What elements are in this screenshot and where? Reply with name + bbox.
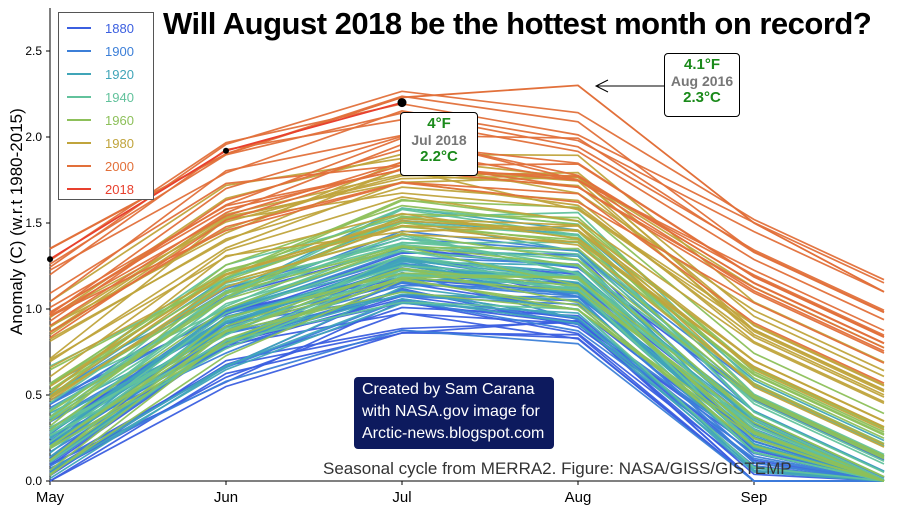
series-line-1960-1979 (49, 267, 885, 482)
series-lines (49, 84, 885, 482)
legend-swatch (67, 188, 91, 190)
y-tick-label: 1.5 (25, 216, 42, 230)
series-line-1960-1979 (49, 221, 885, 445)
legend-item-1880: 1880 (67, 18, 153, 38)
annotation-jul2018-fahrenheit: 4°F (427, 115, 451, 132)
series-line-1940-1959 (49, 241, 885, 465)
legend-label: 1940 (105, 89, 134, 105)
series-line-1960-1979 (49, 204, 885, 440)
legend-label: 1880 (105, 20, 134, 36)
series-line-2000-2017 (49, 181, 885, 364)
series-line-1980-1999 (49, 192, 885, 386)
x-tick-label: Jul (392, 489, 411, 506)
series-line-2000-2017 (49, 102, 885, 284)
series-line-1960-1979 (49, 277, 885, 482)
x-tick-label: Aug (565, 489, 592, 506)
series-line-1980-1999 (49, 196, 885, 405)
legend-item-1960: 1960 (67, 110, 153, 130)
legend-swatch (67, 165, 91, 167)
legend-swatch (67, 96, 91, 98)
series-line-1980-1999 (49, 217, 885, 422)
series-markers (47, 98, 407, 263)
legend-item-1940: 1940 (67, 87, 153, 107)
series-line-1920-1939 (49, 286, 885, 482)
y-tick-label: 1.0 (25, 302, 42, 316)
series-line-2000-2017 (49, 161, 885, 349)
y-axis-label: Anomaly (C) (w.r.t 1980-2015) (7, 108, 26, 335)
legend-item-1900: 1900 (67, 41, 153, 61)
series-line-1960-1979 (49, 291, 885, 482)
y-tick-label: 0.0 (25, 474, 42, 488)
annotation-jul2018-celsius: 2.2°C (420, 148, 458, 165)
legend-swatch (67, 27, 91, 29)
legend-label: 2018 (105, 181, 134, 197)
y-tick-label: 2.5 (25, 44, 42, 58)
annotation-arrow-head (594, 79, 609, 93)
credit-line-2: with NASA.gov image for (362, 403, 540, 420)
y-tick-label: 0.5 (25, 388, 42, 402)
legend-swatch (67, 73, 91, 75)
legend-item-1920: 1920 (67, 64, 153, 84)
legend-label: 1960 (105, 112, 134, 128)
series-line-2000-2017 (49, 135, 885, 336)
credit-line-3: Arctic-news.blogspot.com (362, 425, 545, 442)
series-line-1980-1999 (49, 224, 885, 446)
series-line-2000-2017 (49, 110, 885, 293)
x-tick-label: Jun (214, 489, 238, 506)
legend-label: 1900 (105, 43, 134, 59)
y-tick-label: 2.0 (25, 130, 42, 144)
series-line-1980-1999 (49, 173, 885, 393)
data-point-2018-May (47, 256, 53, 263)
series-line-1940-1959 (49, 243, 885, 481)
legend-swatch (67, 119, 91, 121)
annotation-aug2016-fahrenheit: 4.1°F (683, 56, 720, 73)
chart-title: Will August 2018 be the hottest month on… (163, 6, 872, 41)
annotation-aug2016: 4.1°F Aug 2016 2.3°C (664, 53, 740, 117)
series-line-1960-1979 (49, 245, 885, 478)
x-tick-label: Sep (741, 489, 768, 506)
series-line-1960-1979 (49, 276, 885, 482)
annotation-aug2016-celsius: 2.3°C (683, 89, 721, 106)
series-line-1940-1959 (49, 249, 885, 482)
credit-line-1: Created by Sam Carana (362, 381, 535, 398)
credit-box: Created by Sam Carana with NASA.gov imag… (354, 377, 554, 449)
legend-item-2000: 2000 (67, 156, 153, 176)
legend-item-2018: 2018 (67, 179, 153, 199)
series-line-1900-1919 (49, 329, 884, 482)
annotation-arrows (594, 79, 664, 93)
annotation-jul2018-date: Jul 2018 (411, 132, 467, 148)
x-tick-label: May (36, 489, 65, 506)
series-line-2000-2017 (49, 169, 885, 354)
data-point-2018-Jun (223, 147, 229, 154)
axes-layer: 0.0 0.5 1.0 1.5 2.0 2.5 May Jun Jul Aug Sep (25, 8, 884, 506)
series-line-1920-1939 (49, 272, 885, 482)
series-line-2016 (49, 84, 885, 293)
series-line-1980-1999 (49, 153, 885, 363)
series-line-2000-2017 (49, 168, 885, 344)
legend-swatch (67, 142, 91, 144)
series-line-1980-1999 (49, 212, 885, 428)
legend-swatch (67, 50, 91, 52)
source-note: Seasonal cycle from MERRA2. Figure: NASA… (323, 459, 792, 478)
annotation-aug2016-date: Aug 2016 (670, 73, 734, 89)
legend-item-1980: 1980 (67, 133, 153, 153)
series-line-1960-1979 (49, 215, 885, 435)
legend: 1880 1900 1920 1940 1960 1980 2000 2018 (58, 12, 154, 200)
legend-label: 2000 (105, 158, 134, 174)
legend-label: 1980 (105, 135, 134, 151)
legend-label: 1920 (105, 66, 134, 82)
annotation-jul2018: 4°F Jul 2018 2.2°C (400, 112, 478, 176)
series-line-2000-2017 (49, 90, 885, 281)
series-line-1920-1939 (49, 264, 885, 482)
series-line-2000-2017 (49, 112, 885, 311)
series-line-1980-1999 (49, 186, 885, 403)
data-point-2018-Jul (397, 98, 407, 108)
